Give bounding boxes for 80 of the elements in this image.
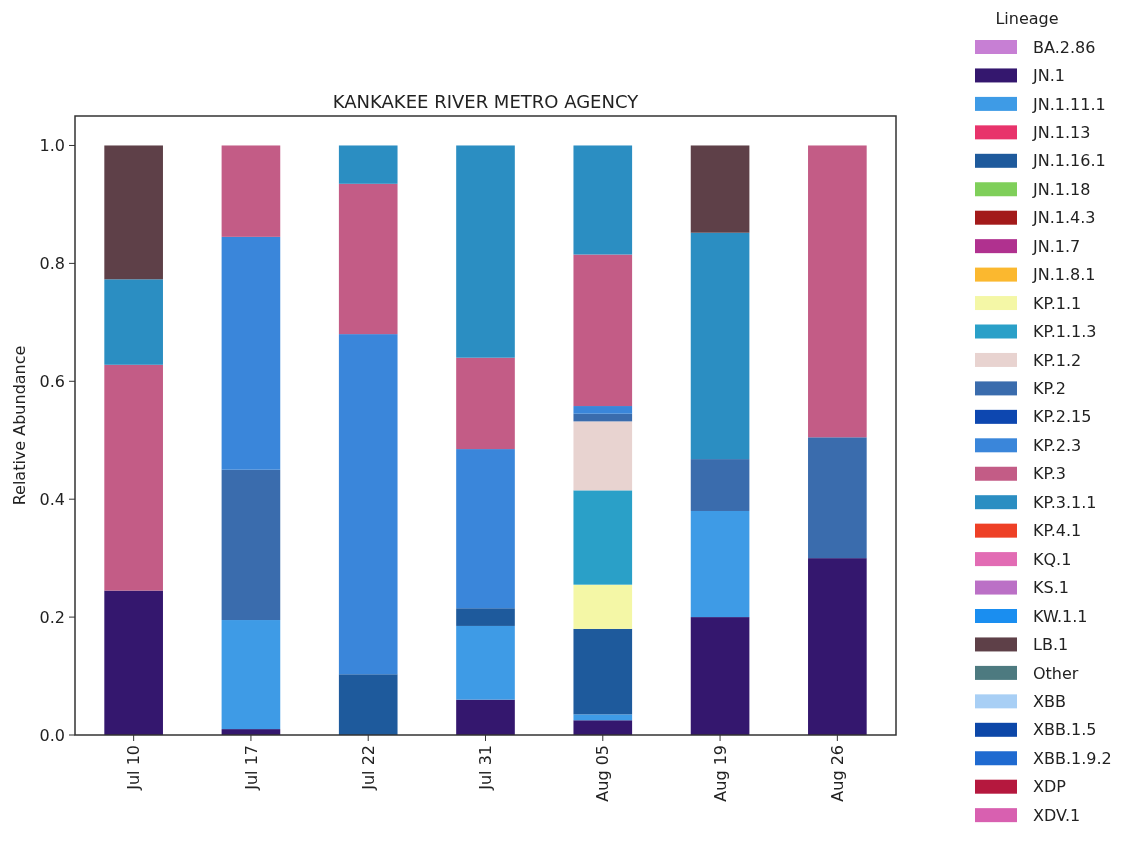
- y-tick-label: 0.0: [39, 725, 65, 745]
- bar: [690, 232, 750, 460]
- bar: [104, 145, 163, 280]
- bar: [690, 617, 750, 735]
- bar: [573, 720, 633, 735]
- legend-label: KS.1: [1033, 578, 1069, 598]
- bar: [338, 334, 398, 675]
- bar: [808, 558, 867, 735]
- bar: [456, 699, 515, 735]
- legend-label: KP.1.2: [1033, 350, 1082, 370]
- legend-label: JN.1.7: [1032, 236, 1081, 256]
- y-tick-label: 0.8: [39, 253, 65, 273]
- y-tick-label: 0.6: [39, 371, 65, 391]
- legend-label: KP.2: [1033, 379, 1066, 398]
- legend-label: JN.1: [1032, 66, 1065, 86]
- chart-title: KANKAKEE RIVER METRO AGENCY: [332, 91, 640, 112]
- legend-label: KP.2.15: [1033, 407, 1092, 427]
- bar: [808, 437, 867, 559]
- x-tick-label: Jul 31: [476, 745, 496, 791]
- bar: [221, 145, 281, 237]
- legend-label: KP.2.3: [1033, 435, 1082, 455]
- legend-label: XBB: [1033, 691, 1066, 711]
- bar: [456, 449, 515, 609]
- bar: [456, 357, 515, 450]
- bar: [221, 236, 281, 470]
- bar: [573, 406, 633, 414]
- bar: [338, 674, 398, 735]
- x-tick-label: Jul 17: [241, 745, 261, 791]
- legend-label: JN.1.8.1: [1032, 265, 1096, 285]
- legend-label: KP.1.1: [1033, 293, 1082, 313]
- bar: [573, 490, 633, 585]
- x-tick-label: Jul 22: [358, 745, 378, 791]
- x-tick-label: Aug 05: [593, 745, 613, 802]
- legend-label: KQ.1: [1033, 549, 1072, 569]
- x-tick-label: Aug 19: [710, 745, 730, 802]
- legend-label: XBB.1.9.2: [1033, 748, 1112, 768]
- x-tick-label: Aug 26: [827, 745, 847, 802]
- bar: [338, 183, 398, 335]
- bar: [456, 625, 515, 700]
- y-tick-label: 1.0: [39, 136, 65, 156]
- bar: [690, 459, 750, 511]
- legend-label: XBB.1.5: [1033, 720, 1097, 740]
- legend-title: Lineage: [995, 9, 1059, 28]
- bar: [573, 584, 633, 629]
- bar: [573, 421, 633, 491]
- bar: [573, 413, 633, 422]
- legend-label: KP.1.1.3: [1033, 322, 1097, 342]
- bar: [690, 510, 750, 618]
- bar: [456, 608, 515, 626]
- bar: [221, 620, 281, 730]
- legend-label: XDV.1: [1033, 805, 1081, 825]
- legend-label: JN.1.18: [1032, 179, 1091, 199]
- legend-label: KW.1.1: [1033, 606, 1088, 626]
- y-tick-label: 0.2: [39, 607, 65, 627]
- bar: [573, 254, 633, 407]
- legend-label: JN.1.11.1: [1032, 94, 1106, 114]
- y-axis-title: Relative Abundance: [10, 345, 29, 506]
- bar: [573, 145, 633, 255]
- bar: [104, 364, 163, 591]
- x-tick-label: Jul 10: [124, 745, 144, 791]
- legend-label: LB.1: [1033, 635, 1069, 655]
- bar: [573, 628, 633, 715]
- legend-label: KP.3.1.1: [1033, 492, 1097, 512]
- legend-label: Other: [1033, 663, 1079, 683]
- bar: [104, 590, 163, 735]
- bar: [808, 145, 867, 438]
- legend-label: XDP: [1033, 777, 1067, 797]
- bar: [690, 145, 750, 233]
- legend-label: JN.1.13: [1032, 122, 1091, 142]
- legend-label: JN.1.16.1: [1032, 151, 1106, 171]
- bar: [573, 714, 633, 721]
- bar: [338, 145, 398, 184]
- y-tick-label: 0.4: [39, 489, 65, 509]
- bar: [104, 279, 163, 365]
- bar: [456, 145, 515, 358]
- bar: [221, 469, 281, 621]
- legend-label: JN.1.4.3: [1032, 208, 1096, 228]
- legend-label: KP.4.1: [1033, 521, 1082, 541]
- legend-label: KP.3: [1033, 464, 1066, 484]
- legend-label: BA.2.86: [1033, 37, 1096, 57]
